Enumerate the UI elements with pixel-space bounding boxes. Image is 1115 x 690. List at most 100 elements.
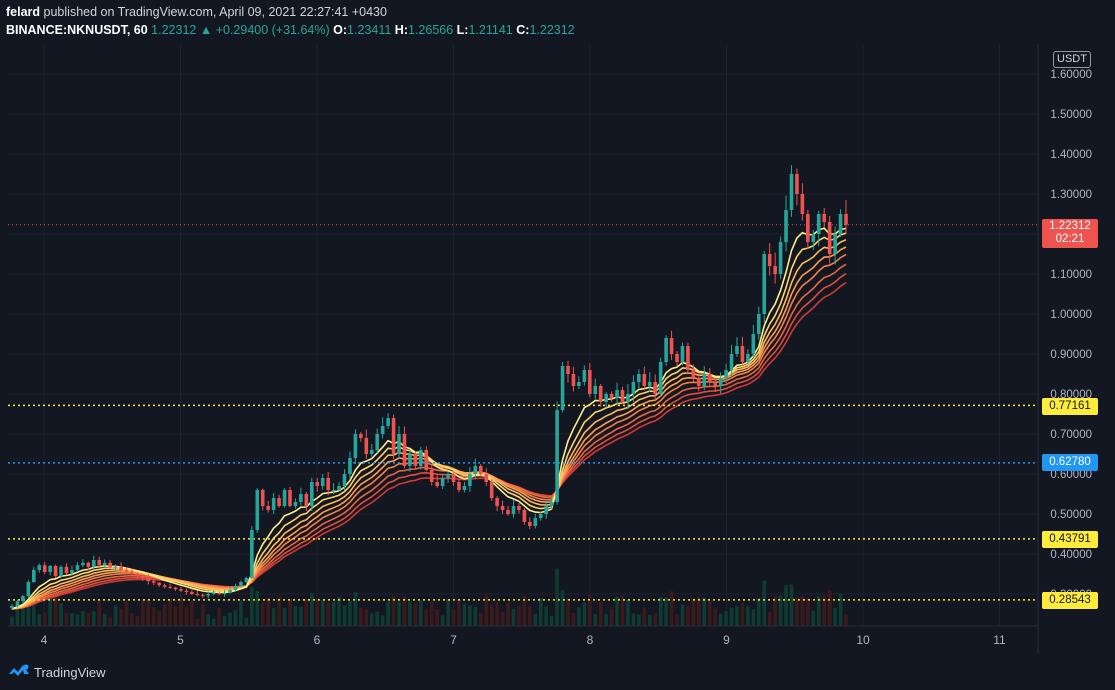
candle-body[interactable] [108, 562, 112, 568]
candle-body[interactable] [217, 593, 221, 595]
candle-body[interactable] [827, 222, 832, 254]
candle-body[interactable] [141, 576, 145, 578]
candle-body[interactable] [353, 434, 358, 458]
candle-body[interactable] [369, 450, 374, 454]
candle-body[interactable] [15, 601, 20, 606]
candle-body[interactable] [195, 594, 200, 595]
candle-body[interactable] [157, 582, 161, 586]
candle-body[interactable] [359, 434, 363, 438]
candle-body[interactable] [113, 566, 118, 568]
candle-body[interactable] [555, 410, 559, 502]
candle-body[interactable] [435, 482, 439, 486]
candle-body[interactable] [102, 562, 107, 566]
candle-body[interactable] [680, 346, 685, 362]
candle-body[interactable] [577, 382, 581, 386]
candle-body[interactable] [228, 590, 232, 593]
candle-body[interactable] [844, 214, 848, 225]
candle-body[interactable] [697, 378, 701, 386]
candle-body[interactable] [331, 490, 336, 491]
candle-body[interactable] [37, 565, 42, 570]
candle-body[interactable] [544, 506, 548, 514]
candle-body[interactable] [517, 506, 521, 510]
candle-body[interactable] [756, 314, 761, 334]
candle-body[interactable] [135, 574, 140, 577]
candle-body[interactable] [522, 510, 527, 522]
candle-body[interactable] [604, 394, 608, 402]
candle-body[interactable] [746, 354, 750, 362]
candle-body[interactable] [778, 242, 783, 274]
candle-body[interactable] [478, 466, 483, 474]
candle-body[interactable] [658, 362, 663, 394]
candle-body[interactable] [266, 506, 270, 510]
candle-body[interactable] [26, 582, 31, 596]
candle-body[interactable] [773, 266, 777, 274]
candle-body[interactable] [326, 478, 330, 490]
candle-body[interactable] [538, 514, 543, 518]
candle-body[interactable] [468, 474, 472, 486]
candle-body[interactable] [271, 498, 276, 510]
candle-body[interactable] [702, 374, 707, 386]
candlesticks[interactable] [10, 165, 848, 610]
candle-body[interactable] [751, 334, 756, 354]
candle-body[interactable] [762, 254, 767, 314]
candle-body[interactable] [408, 454, 412, 466]
candle-body[interactable] [440, 478, 445, 486]
candle-body[interactable] [53, 566, 58, 576]
candle-body[interactable] [32, 570, 36, 582]
candle-body[interactable] [593, 386, 598, 394]
candle-body[interactable] [620, 390, 625, 402]
candle-body[interactable] [206, 594, 211, 596]
candle-body[interactable] [642, 374, 647, 386]
candle-body[interactable] [10, 606, 14, 609]
candle-body[interactable] [800, 194, 805, 214]
candle-body[interactable] [293, 502, 298, 506]
candle-body[interactable] [724, 370, 728, 378]
candle-body[interactable] [511, 506, 516, 514]
candle-body[interactable] [364, 438, 369, 454]
candle-body[interactable] [391, 418, 396, 454]
candle-body[interactable] [669, 338, 674, 354]
candle-body[interactable] [200, 594, 205, 596]
candle-body[interactable] [489, 482, 494, 498]
candle-body[interactable] [816, 214, 821, 234]
candle-body[interactable] [609, 394, 614, 398]
candle-body[interactable] [675, 354, 679, 362]
symbol-name[interactable]: BINANCE:NKNUSDT, 60 [6, 23, 148, 37]
candle-body[interactable] [424, 450, 429, 470]
candle-body[interactable] [484, 474, 489, 482]
publisher-name[interactable]: felard [6, 5, 41, 19]
candle-body[interactable] [686, 346, 690, 370]
candle-body[interactable] [222, 592, 227, 594]
currency-badge[interactable]: USDT [1053, 51, 1091, 68]
candle-body[interactable] [413, 454, 418, 466]
candle-body[interactable] [838, 214, 843, 234]
candle-body[interactable] [473, 466, 478, 474]
candle-body[interactable] [239, 582, 243, 586]
candle-body[interactable] [446, 474, 450, 478]
candle-body[interactable] [598, 386, 603, 402]
candle-body[interactable] [342, 474, 347, 486]
candle-body[interactable] [173, 587, 178, 590]
candle-body[interactable] [495, 498, 499, 506]
candle-body[interactable] [184, 590, 189, 592]
candle-body[interactable] [735, 346, 739, 354]
candle-body[interactable] [250, 530, 254, 578]
candle-body[interactable] [310, 482, 314, 506]
candle-body[interactable] [21, 596, 25, 602]
candle-body[interactable] [337, 486, 341, 490]
candle-body[interactable] [626, 394, 630, 402]
candle-body[interactable] [560, 366, 565, 410]
candle-body[interactable] [277, 498, 281, 506]
candle-body[interactable] [179, 589, 183, 591]
candle-body[interactable] [315, 482, 320, 486]
candle-body[interactable] [740, 346, 745, 362]
candle-body[interactable] [833, 234, 837, 254]
candle-body[interactable] [451, 474, 456, 482]
candle-body[interactable] [255, 490, 260, 530]
candle-body[interactable] [500, 506, 505, 510]
candle-body[interactable] [767, 254, 772, 266]
candle-body[interactable] [151, 581, 156, 583]
candle-body[interactable] [784, 210, 788, 242]
candle-body[interactable] [168, 586, 172, 588]
